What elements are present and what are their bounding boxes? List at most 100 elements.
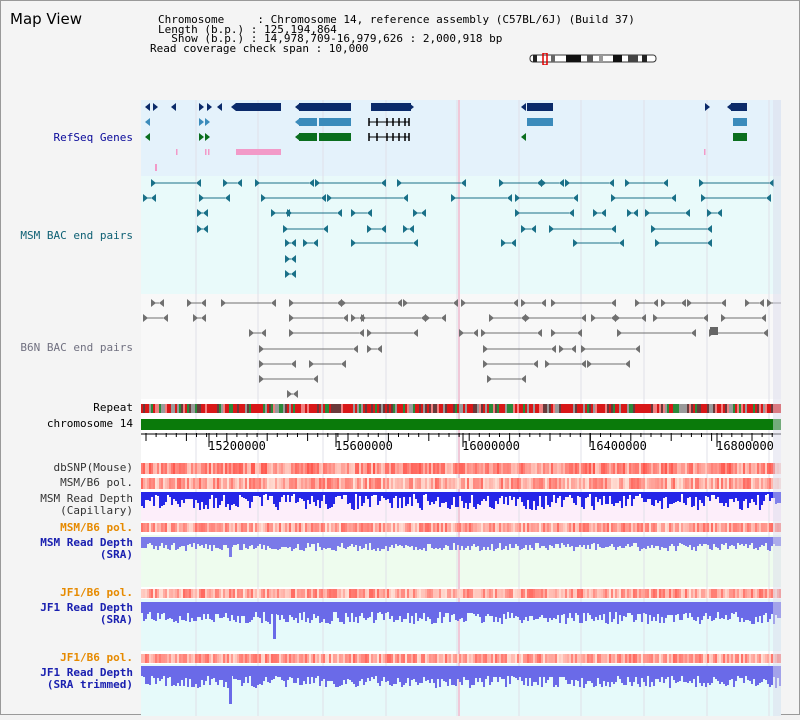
refseq-gene-arrow: [521, 133, 526, 141]
depth-bar: [301, 666, 303, 685]
heat-cell: [663, 654, 665, 663]
chromosome-ideogram[interactable]: [529, 53, 659, 65]
depth-bar: [249, 537, 251, 546]
tracks-canvas[interactable]: 15200000 15600000 16000000 16400000 16800000: [141, 100, 793, 716]
heat-cell: [469, 463, 471, 474]
depth-bar: [607, 537, 609, 547]
heat-cell: [199, 463, 201, 474]
heat-cell: [689, 654, 691, 663]
heat-cell: [737, 463, 739, 474]
track-label-repeat[interactable]: Repeat: [93, 401, 133, 414]
heat-cell: [725, 523, 727, 532]
depth-bar: [623, 666, 625, 685]
repeat-segment: [567, 404, 569, 413]
track-label-dbsnp[interactable]: dbSNP(Mouse): [53, 461, 133, 474]
heat-cell: [603, 478, 605, 489]
track-label-jf1-read-depth-sra[interactable]: JF1 Read Depth (SRA): [40, 601, 133, 626]
repeat-segment: [237, 404, 239, 413]
depth-bar: [307, 666, 309, 677]
heat-cell: [485, 589, 487, 598]
depth-bar: [607, 666, 609, 682]
repeat-segment: [173, 404, 175, 413]
heat-cell: [337, 478, 339, 489]
track-label-jf1-b6-pol-2[interactable]: JF1/B6 pol.: [60, 651, 133, 664]
heat-cell: [471, 478, 473, 489]
depth-bar: [161, 602, 163, 614]
repeat-segment: [577, 404, 579, 413]
repeat-segment: [573, 404, 575, 413]
repeat-segment: [433, 404, 435, 413]
heat-cell: [649, 654, 651, 663]
heat-cell: [707, 523, 709, 532]
b6n-bac-pair-end: [261, 329, 266, 337]
depth-bar: [487, 492, 489, 496]
depth-bar: [619, 537, 621, 546]
track-label-msm-read-depth-capillary[interactable]: MSM Read Depth (Capillary): [40, 492, 133, 517]
track-label-jf1-b6-pol-1[interactable]: JF1/B6 pol.: [60, 586, 133, 599]
heat-cell: [167, 589, 169, 598]
heat-cell: [751, 463, 753, 474]
depth-bar: [447, 537, 449, 546]
b6n-bac-track-bg: [141, 294, 781, 399]
depth-bar: [657, 492, 659, 503]
track-label-msm-b6-pol-2[interactable]: MSM/B6 pol.: [60, 521, 133, 534]
heat-cell: [501, 589, 503, 598]
track-label-msm-b6-pol-1[interactable]: MSM/B6 pol.: [60, 476, 133, 489]
heat-cell: [293, 589, 295, 598]
depth-bar: [203, 602, 205, 614]
depth-bar: [443, 602, 445, 617]
b6n-bac-pair-end: [525, 314, 530, 322]
heat-cell: [733, 523, 735, 532]
depth-bar: [615, 537, 617, 550]
heat-cell: [245, 523, 247, 532]
depth-bar: [345, 602, 347, 613]
depth-bar: [617, 602, 619, 624]
track-label-msm-read-depth-sra[interactable]: MSM Read Depth (SRA): [40, 536, 133, 561]
heat-cell: [769, 589, 771, 598]
repeat-segment: [409, 404, 411, 413]
heat-cell: [321, 478, 323, 489]
heat-cell: [271, 654, 273, 663]
heat-cell: [507, 463, 509, 474]
heat-cell: [499, 463, 501, 474]
repeat-segment: [273, 404, 275, 413]
heat-cell: [767, 589, 769, 598]
heat-cell: [233, 523, 235, 532]
depth-bar: [631, 492, 633, 506]
refseq-gene-arrow: [207, 103, 212, 111]
refseq-gene-block: [319, 133, 351, 141]
depth-bar: [541, 537, 543, 546]
depth-bar: [483, 537, 485, 547]
depth-bar: [599, 537, 601, 547]
depth-bar: [705, 537, 707, 544]
depth-bar: [665, 602, 667, 618]
repeat-segment: [279, 404, 281, 413]
track-label-refseq[interactable]: RefSeq Genes: [53, 131, 133, 144]
heat-cell: [267, 463, 269, 474]
heat-cell: [361, 523, 363, 532]
depth-bar: [263, 602, 265, 612]
heat-cell: [673, 478, 675, 489]
heat-cell: [149, 523, 151, 532]
repeat-segment: [305, 404, 307, 413]
depth-bar: [311, 537, 313, 544]
depth-bar: [571, 602, 573, 618]
track-label-chromosome[interactable]: chromosome 14: [46, 417, 133, 430]
heat-cell: [171, 589, 173, 598]
heat-cell: [255, 589, 257, 598]
heat-cell: [643, 463, 645, 474]
heat-cell: [377, 478, 379, 489]
depth-bar: [157, 602, 159, 613]
heat-cell: [425, 523, 427, 532]
heat-cell: [289, 463, 291, 474]
track-label-b6n-bac[interactable]: B6N BAC end pairs: [20, 341, 133, 354]
heat-cell: [425, 654, 427, 663]
repeat-segment: [589, 404, 591, 413]
depth-bar: [475, 666, 477, 678]
track-label-msm-bac[interactable]: MSM BAC end pairs: [20, 229, 133, 242]
depth-bar: [721, 537, 723, 544]
heat-cell: [327, 589, 329, 598]
depth-bar: [581, 492, 583, 507]
track-label-jf1-read-depth-trimmed[interactable]: JF1 Read Depth (SRA trimmed): [40, 666, 133, 691]
heat-cell: [365, 523, 367, 532]
